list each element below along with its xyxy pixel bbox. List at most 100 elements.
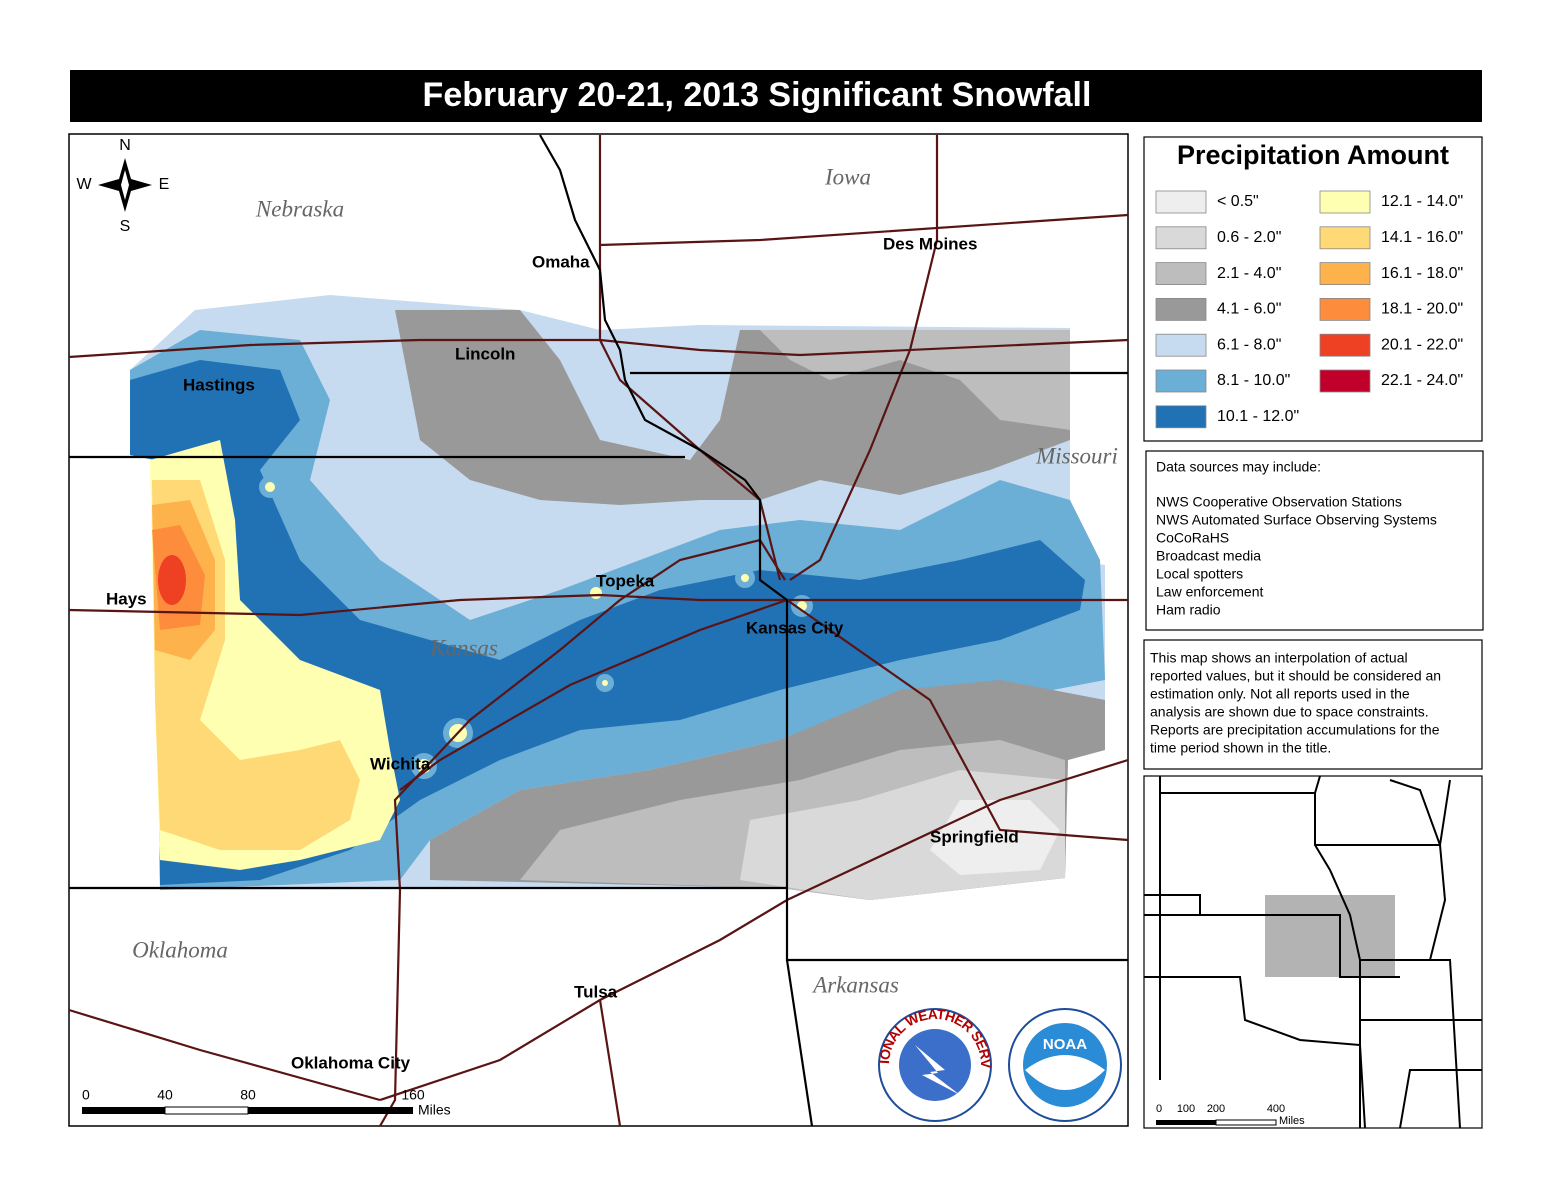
legend-swatch bbox=[1319, 226, 1371, 250]
state-label: Iowa bbox=[824, 164, 871, 189]
spots bbox=[259, 476, 813, 779]
note-box bbox=[1143, 639, 1483, 770]
inset-map bbox=[1156, 1120, 1216, 1125]
roads bbox=[379, 889, 402, 1127]
source-item: NWS Cooperative Observation Stations bbox=[1156, 494, 1402, 510]
city-label: Lincoln bbox=[455, 344, 515, 363]
roads bbox=[68, 1008, 381, 1102]
legend-label: 18.1 - 20.0" bbox=[1381, 301, 1463, 318]
legend-label: 0.6 - 2.0" bbox=[1217, 229, 1281, 246]
state-borders bbox=[539, 134, 788, 601]
city-label: Wichita bbox=[370, 754, 431, 773]
city-label: Omaha bbox=[532, 252, 590, 271]
state-borders bbox=[785, 959, 814, 1127]
legend-swatch bbox=[1155, 369, 1207, 393]
note-line: time period shown in the title. bbox=[1150, 740, 1331, 756]
sources-list: NWS Cooperative Observation Stations NWS … bbox=[1156, 494, 1437, 618]
sources-heading: Data sources may include: bbox=[1156, 459, 1321, 475]
legend-label: 10.1 - 12.0" bbox=[1217, 408, 1299, 425]
logos bbox=[1025, 1055, 1105, 1090]
roads bbox=[399, 598, 788, 791]
compass-w: W bbox=[76, 176, 92, 193]
state-label: Arkansas bbox=[811, 972, 899, 997]
inset-scale-label: 100 bbox=[1177, 1103, 1195, 1115]
compass-n: N bbox=[119, 137, 131, 154]
compass-star bbox=[121, 170, 129, 200]
scale-bar bbox=[248, 1107, 413, 1114]
noaa-logo-text: NOAA bbox=[1043, 1036, 1087, 1053]
legend-label: 12.1 - 14.0" bbox=[1381, 193, 1463, 210]
shade bbox=[158, 555, 186, 605]
roads bbox=[786, 599, 1129, 842]
scale-bar bbox=[82, 1107, 165, 1114]
legend-swatch bbox=[1155, 333, 1207, 357]
spots bbox=[259, 476, 281, 498]
legend-label: 16.1 - 18.0" bbox=[1381, 265, 1463, 282]
roads bbox=[789, 135, 939, 581]
legend-label: 6.1 - 8.0" bbox=[1217, 336, 1281, 353]
inset-map bbox=[1144, 775, 1482, 1129]
spots bbox=[596, 674, 614, 692]
legend-swatch bbox=[1319, 333, 1371, 357]
state-label: Nebraska bbox=[255, 196, 344, 221]
spots bbox=[411, 753, 437, 779]
compass-e: E bbox=[159, 176, 170, 193]
title-bar bbox=[70, 70, 1482, 122]
title: February 20-21, 2013 Significant Snowfal… bbox=[423, 76, 1092, 114]
note-line: Reports are precipitation accumulations … bbox=[1150, 722, 1440, 738]
legend-label: 4.1 - 6.0" bbox=[1217, 301, 1281, 318]
city-label: Springfield bbox=[930, 827, 1019, 846]
state-label: Missouri bbox=[1035, 443, 1118, 468]
legend-swatch bbox=[1155, 297, 1207, 321]
compass-s: S bbox=[120, 218, 131, 235]
legend: Precipitation Amount < 0.5" 0.6 - 2.0" 2.1… bbox=[1143, 136, 1483, 442]
sources-box bbox=[1145, 450, 1484, 631]
state-label: Oklahoma bbox=[132, 937, 228, 962]
note-line: reported values, but it should be consid… bbox=[1150, 668, 1441, 684]
shade bbox=[760, 330, 1070, 430]
city-label: Des Moines bbox=[883, 234, 977, 253]
legend-box bbox=[1143, 136, 1483, 442]
city-label: Kansas City bbox=[746, 618, 844, 637]
spots bbox=[735, 568, 755, 588]
legend-label: 22.1 - 24.0" bbox=[1381, 372, 1463, 389]
state-borders bbox=[69, 134, 1128, 1127]
city-label: Hays bbox=[106, 589, 147, 608]
scale-label: 160 bbox=[401, 1087, 425, 1103]
roads bbox=[379, 758, 1129, 1102]
scale-bar bbox=[164, 1106, 249, 1115]
note-line: analysis are shown due to space constrai… bbox=[1150, 704, 1429, 720]
source-item: CoCoRaHS bbox=[1156, 530, 1229, 546]
city-label: Topeka bbox=[596, 571, 655, 590]
roads bbox=[68, 135, 1129, 1127]
city-label: Tulsa bbox=[574, 982, 618, 1001]
roads bbox=[598, 135, 782, 581]
inset-scale-unit: Miles bbox=[1279, 1115, 1305, 1127]
compass: N S E W bbox=[76, 137, 169, 235]
legend-items: < 0.5" 0.6 - 2.0" 2.1 - 4.0" 4.1 - 6.0" 6.1 … bbox=[1155, 190, 1463, 429]
scale-label: 80 bbox=[240, 1087, 256, 1103]
source-item: Ham radio bbox=[1156, 602, 1221, 618]
legend-swatch bbox=[1155, 262, 1207, 286]
legend-swatch bbox=[1319, 262, 1371, 286]
legend-swatch bbox=[1319, 369, 1371, 393]
source-item: Law enforcement bbox=[1156, 584, 1264, 600]
inset-map bbox=[1215, 1119, 1277, 1126]
main-map bbox=[68, 133, 1129, 1127]
legend-swatch bbox=[1155, 405, 1207, 429]
legend-title: Precipitation Amount bbox=[1177, 140, 1449, 170]
inset-map bbox=[1265, 895, 1395, 977]
inset-scale-label: 200 bbox=[1207, 1103, 1225, 1115]
scale-label: 40 bbox=[157, 1087, 173, 1103]
note: This map shows an interpolation of actua… bbox=[1150, 650, 1441, 756]
legend-label: 2.1 - 4.0" bbox=[1217, 265, 1281, 282]
scale-label: 0 bbox=[82, 1087, 90, 1103]
inset-map bbox=[1143, 775, 1483, 1129]
spots bbox=[584, 581, 608, 605]
legend-swatch bbox=[1319, 297, 1371, 321]
source-item: Broadcast media bbox=[1156, 548, 1261, 564]
legend-label: 14.1 - 16.0" bbox=[1381, 229, 1463, 246]
inset-scale-label: 0 bbox=[1156, 1103, 1162, 1115]
legend-swatch bbox=[1155, 226, 1207, 250]
